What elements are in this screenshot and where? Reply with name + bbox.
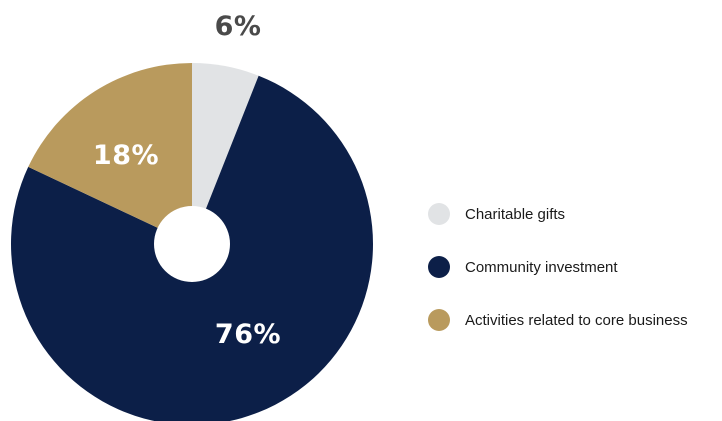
data-label-activities-related-to-core-business: 18% — [93, 140, 159, 171]
legend-swatch — [428, 256, 450, 278]
legend-item-charitable-gifts: Charitable gifts — [428, 203, 565, 225]
data-label-community-investment: 76% — [215, 319, 281, 350]
pie-slice-activities-related-to-core-business — [28, 63, 192, 244]
legend-label: Activities related to core business — [465, 312, 688, 329]
legend-swatch — [428, 309, 450, 331]
pie-slice-charitable-gifts — [192, 63, 259, 244]
legend-label: Community investment — [465, 259, 618, 276]
data-label-charitable-gifts: 6% — [215, 11, 262, 42]
data-labels: 6% 76% 18% — [93, 11, 281, 350]
legend-label: Charitable gifts — [465, 206, 565, 223]
legend-item-activities-related-to-core-business: Activities related to core business — [428, 309, 688, 331]
legend: Charitable gifts Community investment Acti… — [428, 203, 688, 331]
donut-hole — [154, 206, 230, 282]
legend-item-community-investment: Community investment — [428, 256, 618, 278]
legend-swatch — [428, 203, 450, 225]
